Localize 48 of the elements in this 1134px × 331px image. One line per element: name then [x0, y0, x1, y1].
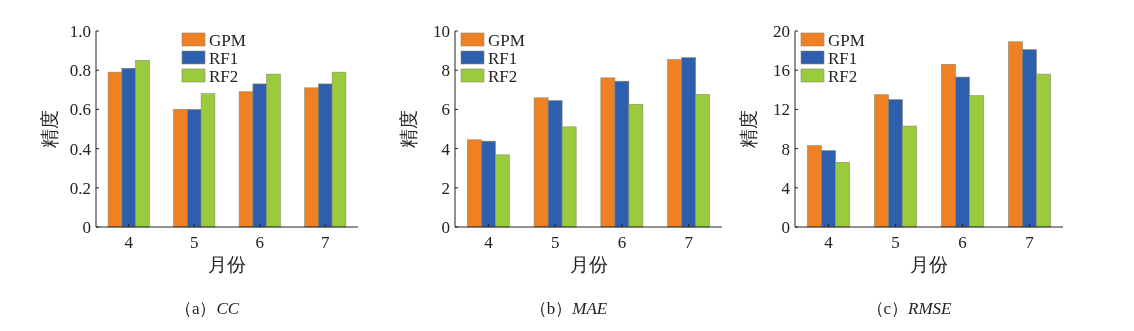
text: （c）RMSE: [866, 299, 953, 318]
x-tick-label: 5: [190, 233, 199, 252]
y-tick-label: 8: [441, 61, 450, 81]
legend-label: RF2: [209, 67, 239, 86]
x-axis-title: 月份: [569, 254, 608, 275]
y-tick-label: 12: [773, 100, 790, 120]
y-tick-label: 0.6: [69, 100, 91, 120]
y-tick-label: 0: [441, 218, 450, 237]
x-tick-label: 4: [484, 233, 494, 252]
x-axis-title: 月份: [910, 254, 948, 275]
legend-label: GPM: [209, 31, 246, 50]
y-tick-label: 4: [781, 178, 791, 198]
y-tick-label: 16: [773, 61, 790, 81]
y-tick-label: 1.0: [69, 22, 91, 41]
y-tick-label: 20: [773, 22, 790, 41]
legend-label: RF2: [488, 67, 518, 86]
x-tick-label: 7: [684, 233, 694, 252]
y-axis-title: 精度: [39, 110, 60, 148]
x-tick-label: 6: [617, 233, 627, 252]
x-tick-label: 6: [255, 233, 264, 252]
y-tick-label: 0.2: [69, 178, 91, 198]
y-axis-title: 精度: [398, 110, 419, 148]
x-tick-label: 5: [891, 233, 900, 252]
y-tick-label: 4: [441, 139, 451, 159]
x-tick-label: 4: [124, 233, 134, 252]
x-tick-label: 7: [1025, 233, 1035, 252]
y-tick-label: 0: [781, 218, 790, 237]
y-axis-title: 精度: [738, 110, 759, 148]
x-tick-label: 4: [824, 233, 834, 252]
y-tick-label: 10: [433, 22, 450, 41]
x-tick-label: 5: [550, 233, 560, 252]
legend-label: RF1: [209, 49, 239, 68]
legend-label: GPM: [488, 31, 525, 50]
y-tick-label: 2: [441, 178, 450, 198]
legend-label: RF1: [488, 49, 518, 68]
x-axis-title: 月份: [208, 254, 246, 275]
x-tick-label: 6: [958, 233, 967, 252]
text: （a）CC: [174, 299, 240, 318]
y-tick-label: 8: [781, 139, 790, 159]
legend-label: RF1: [828, 49, 858, 68]
y-tick-label: 6: [441, 100, 450, 120]
text: （b）MAE: [529, 299, 608, 318]
y-tick-label: 0: [82, 218, 91, 237]
legend-label: RF2: [828, 67, 858, 86]
x-tick-label: 7: [321, 233, 330, 252]
y-tick-label: 0.8: [69, 61, 91, 81]
legend-label: GPM: [828, 31, 865, 50]
y-tick-label: 0.4: [69, 139, 92, 159]
